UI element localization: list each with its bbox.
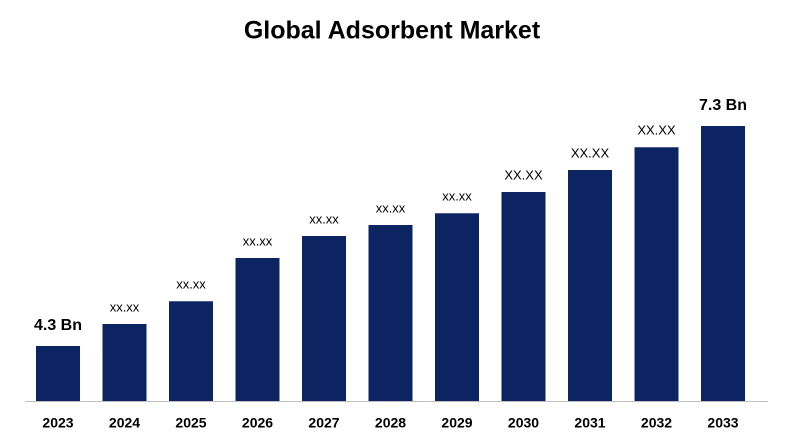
bar bbox=[568, 170, 612, 401]
value-label: 4.3 Bn bbox=[34, 317, 82, 334]
x-tick-label: 2026 bbox=[242, 415, 273, 431]
bar bbox=[435, 213, 479, 401]
bar bbox=[701, 126, 745, 401]
x-tick-label: 2031 bbox=[574, 415, 605, 431]
x-tick-label: 2033 bbox=[707, 415, 738, 431]
bar bbox=[302, 236, 346, 401]
bar bbox=[368, 225, 413, 401]
value-label: XX.XX bbox=[504, 167, 543, 182]
x-tick-label: 2029 bbox=[441, 415, 472, 431]
bar bbox=[102, 324, 147, 401]
bar bbox=[501, 192, 546, 401]
x-tick-label: 2028 bbox=[375, 415, 406, 431]
value-label: xx.xx bbox=[442, 189, 472, 204]
bar bbox=[634, 147, 679, 401]
value-label: XX.XX bbox=[571, 145, 610, 160]
x-tick-label: 2025 bbox=[175, 415, 206, 431]
bar bbox=[235, 258, 280, 401]
value-label: XX.XX bbox=[637, 123, 676, 138]
value-label: 7.3 Bn bbox=[699, 97, 747, 114]
x-tick-label: 2027 bbox=[308, 415, 339, 431]
x-tick-label: 2023 bbox=[42, 415, 73, 431]
value-label: xx.xx bbox=[376, 200, 406, 215]
x-tick-label: 2032 bbox=[641, 415, 672, 431]
value-label: xx.xx bbox=[243, 233, 273, 248]
bar bbox=[169, 301, 213, 401]
value-label: xx.xx bbox=[176, 277, 206, 292]
chart-title: Global Adsorbent Market bbox=[244, 17, 541, 45]
x-tick-label: 2030 bbox=[508, 415, 539, 431]
bar bbox=[36, 346, 80, 401]
value-label: xx.xx bbox=[110, 299, 140, 314]
value-label: xx.xx bbox=[309, 211, 339, 226]
x-tick-label: 2024 bbox=[109, 415, 140, 431]
